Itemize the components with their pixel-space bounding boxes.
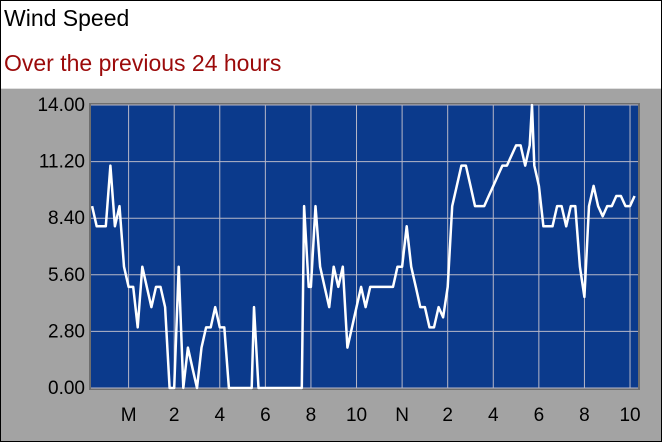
y-tick-label: 2.80 [48,321,85,342]
x-tick-label: 2 [169,405,180,426]
plot-area [91,105,638,388]
y-tick-label: 5.60 [48,265,85,286]
x-tick-label: M [121,405,137,426]
chart-title: Wind Speed [4,5,129,31]
x-tick-label: N [395,405,409,426]
x-tick-label: 2 [442,405,453,426]
x-tick-label: 8 [306,405,317,426]
x-tick-label: 10 [346,405,367,426]
x-tick-label: 4 [214,405,225,426]
chart-subtitle: Over the previous 24 hours [4,50,281,76]
x-tick-label: 8 [579,405,590,426]
y-tick-label: 14.00 [37,95,85,116]
x-tick-label: 4 [488,405,499,426]
x-tick-label: 6 [534,405,545,426]
data-line [90,103,636,390]
y-tick-label: 8.40 [48,208,85,229]
x-tick-label: 6 [260,405,271,426]
x-tick-label: 10 [619,405,640,426]
y-tick-label: 0.00 [48,378,85,399]
y-tick-label: 11.20 [39,152,85,173]
